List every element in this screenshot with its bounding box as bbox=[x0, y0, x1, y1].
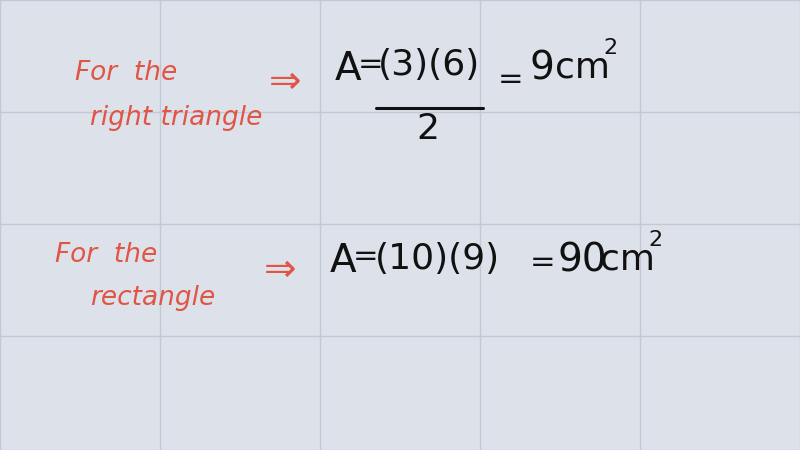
Text: =: = bbox=[498, 65, 524, 94]
Text: =: = bbox=[353, 242, 378, 271]
Text: A: A bbox=[335, 50, 362, 88]
Text: ⇒: ⇒ bbox=[269, 63, 302, 101]
Text: For  the: For the bbox=[55, 242, 158, 268]
Text: 2: 2 bbox=[603, 38, 617, 58]
Text: A: A bbox=[330, 242, 357, 280]
Text: =: = bbox=[530, 248, 556, 277]
Text: (10)(9): (10)(9) bbox=[375, 242, 500, 276]
Text: 2: 2 bbox=[417, 112, 439, 146]
Text: cm: cm bbox=[555, 50, 610, 84]
Text: (3)(6): (3)(6) bbox=[378, 48, 480, 82]
Text: 9: 9 bbox=[530, 50, 555, 88]
Text: 2: 2 bbox=[648, 230, 662, 250]
Text: cm: cm bbox=[600, 242, 655, 276]
Text: right triangle: right triangle bbox=[90, 105, 262, 131]
Text: For  the: For the bbox=[75, 60, 178, 86]
Text: =: = bbox=[358, 50, 384, 79]
Text: rectangle: rectangle bbox=[90, 285, 215, 311]
Text: ⇒: ⇒ bbox=[264, 251, 296, 289]
Text: 90: 90 bbox=[558, 242, 608, 280]
